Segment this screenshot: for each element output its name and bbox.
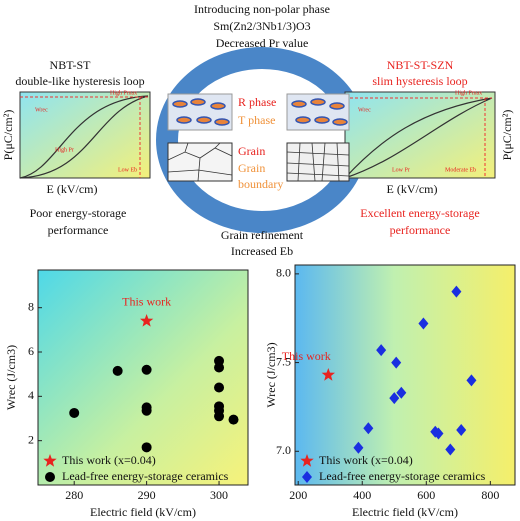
note: Moderate Eb	[445, 167, 476, 173]
loop	[344, 97, 493, 179]
legend-label: Lead-free energy-storage ceramics	[62, 469, 229, 483]
label: Grain	[238, 144, 265, 158]
x-label: Electric field (kV/cm)	[90, 505, 196, 519]
text: Sm(Zn2/3Nb1/3)O3	[213, 19, 310, 33]
x-label: E (kV/cm)	[387, 182, 438, 196]
point	[396, 386, 407, 399]
label: R phase	[238, 95, 276, 109]
y-tick-label: 6	[28, 344, 34, 358]
caption: performance	[390, 223, 451, 237]
note: Wrec	[35, 107, 48, 113]
point	[112, 365, 123, 376]
note: Low Pr	[392, 167, 410, 173]
x-tick-label: 600	[417, 488, 435, 502]
y-label: Wrec (J/cm3)	[4, 345, 18, 410]
point	[456, 424, 467, 436]
note: High Pmax	[455, 90, 482, 96]
right-panel: NBT-ST-SZN slim hysteresis loop Wrec Hig…	[344, 58, 514, 237]
point	[141, 364, 152, 375]
note: High Pmax	[110, 90, 137, 96]
annotation: This work	[122, 295, 171, 309]
caption: performance	[48, 223, 109, 237]
ring	[156, 47, 368, 233]
note: Wrec	[358, 107, 371, 113]
top-text: Introducing non-polar phase Sm(Zn2/3Nb1/…	[194, 2, 330, 258]
point	[321, 368, 335, 381]
subtitle: double-like hysteresis loop	[15, 74, 144, 88]
legend-marker	[302, 471, 312, 483]
point	[141, 442, 152, 453]
grains	[167, 142, 350, 182]
legend-label: Lead-free energy-storage ceramics	[319, 469, 486, 483]
point	[141, 405, 152, 416]
legend-label: This work (x=0.04)	[319, 453, 413, 467]
point	[140, 314, 154, 327]
label: T phase	[238, 113, 275, 127]
x-tick-label: 800	[481, 488, 499, 502]
x-label: Electric field (kV/cm)	[352, 505, 458, 519]
x-tick-label: 200	[289, 488, 307, 502]
annotation: This work	[282, 349, 331, 363]
point	[389, 392, 400, 405]
point	[445, 443, 456, 456]
y-tick-label: 7.5	[276, 354, 291, 368]
plot	[19, 91, 151, 179]
legend-marker	[43, 454, 57, 467]
caption: Excellent energy-storage	[360, 206, 479, 220]
point	[214, 362, 225, 373]
legend-marker	[300, 454, 314, 467]
y-tick-label: 8.0	[276, 266, 291, 280]
y-label: P(μC/cm²)	[500, 110, 514, 161]
point	[451, 285, 462, 298]
y-label: Wrec (J/cm3)	[264, 342, 278, 407]
plot	[344, 91, 496, 179]
point	[391, 356, 402, 369]
point	[376, 344, 387, 357]
text: Increased Eb	[231, 244, 293, 258]
text: Grain refinement	[221, 228, 304, 242]
point	[69, 407, 80, 418]
y-tick-label: 2	[28, 432, 34, 446]
point	[433, 427, 444, 440]
title: NBT-ST	[50, 58, 92, 72]
point	[228, 414, 239, 425]
x-label: E (kV/cm)	[47, 182, 98, 196]
point	[214, 382, 225, 393]
note: High Pr	[55, 147, 74, 153]
y-tick-label: 4	[28, 388, 34, 402]
text: Decreased Pr value	[216, 36, 309, 50]
legend-label: This work (x=0.04)	[62, 453, 156, 467]
x-tick-label: 280	[65, 488, 83, 502]
label: boundary	[238, 177, 283, 191]
point	[466, 374, 477, 387]
x-tick-label: 300	[210, 488, 228, 502]
y-label: P(μC/cm²)	[1, 110, 15, 161]
point	[214, 411, 225, 422]
left-panel: NBT-ST double-like hysteresis loop Wrec …	[1, 58, 151, 237]
legend-marker	[45, 472, 55, 482]
subtitle: slim hysteresis loop	[372, 74, 467, 88]
point	[418, 317, 429, 330]
caption: Poor energy-storage	[30, 206, 127, 220]
point	[353, 441, 364, 454]
domains	[172, 98, 348, 126]
x-tick-label: 290	[138, 488, 156, 502]
text: Introducing non-polar phase	[194, 2, 330, 16]
point	[363, 422, 374, 435]
note: Low Eb	[118, 167, 137, 173]
label: Grain	[238, 161, 265, 175]
y-tick-label: 7.0	[276, 443, 291, 457]
loop	[19, 95, 149, 179]
center: R phase T phase Grain Grain boundary	[167, 93, 350, 191]
title: NBT-ST-SZN	[387, 58, 454, 72]
x-tick-label: 400	[353, 488, 371, 502]
y-tick-label: 8	[28, 299, 34, 313]
